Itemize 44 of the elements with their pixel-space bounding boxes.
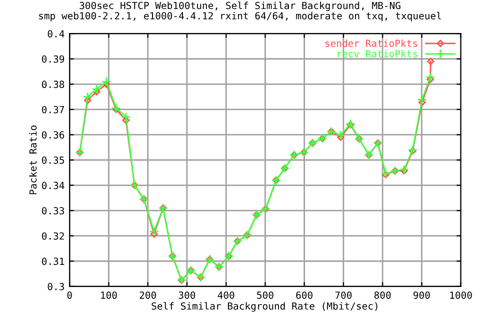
x-tick-label: 900 <box>414 291 430 299</box>
point <box>417 94 427 104</box>
y-tick-label: 0.36 <box>42 131 64 139</box>
legend-label: recv RatioPkts <box>338 50 418 58</box>
point <box>149 226 159 236</box>
point <box>122 116 130 124</box>
y-tick-label: 0.37 <box>42 106 64 114</box>
point <box>111 103 122 114</box>
x-tick-label: 700 <box>335 291 352 299</box>
x-axis-title: Self Similar Background Rate (Mbit/sec) <box>152 302 378 312</box>
chart-title: 300sec HSTCP Web100tune, Self Similar Background, MB-NG smp web100-2.2.1, e1000-4.4.12 rxint 64/64, moderate on txq, txqueuel <box>39 2 441 22</box>
point <box>84 96 92 104</box>
y-tick-label: 0.32 <box>42 232 64 240</box>
y-tick-label: 0.39 <box>42 55 64 63</box>
x-tick-label: 400 <box>218 291 234 299</box>
x-tick-label: 100 <box>101 291 117 299</box>
y-tick-label: 0.4 <box>48 30 64 38</box>
point <box>426 76 434 83</box>
y-tick-label: 0.3 <box>48 282 64 290</box>
point <box>112 106 120 114</box>
point <box>82 92 92 102</box>
x-tick-label: 1000 <box>450 291 472 299</box>
x-tick-label: 200 <box>140 291 156 299</box>
x-tick-label: 500 <box>257 291 274 299</box>
point <box>382 171 390 178</box>
y-tick-label: 0.34 <box>42 182 64 190</box>
point <box>337 134 344 141</box>
x-tick-label: 800 <box>374 291 391 299</box>
point <box>92 84 102 94</box>
y-tick-label: 0.31 <box>42 258 64 265</box>
point <box>121 112 131 122</box>
x-tick-label: 0 <box>67 291 72 299</box>
legend-label: sender RatioPkts <box>325 39 418 48</box>
y-tick-label: 0.35 <box>42 156 64 164</box>
y-axis-title: Packet Ratio <box>29 126 37 194</box>
point <box>336 130 346 140</box>
x-tick-label: 600 <box>296 291 312 299</box>
x-tick-label: 300 <box>178 291 196 299</box>
point <box>400 167 408 175</box>
y-tick-label: 0.33 <box>42 207 64 214</box>
point <box>102 76 112 86</box>
y-tick-label: 0.38 <box>42 80 64 88</box>
point <box>427 58 434 66</box>
point <box>425 72 436 82</box>
